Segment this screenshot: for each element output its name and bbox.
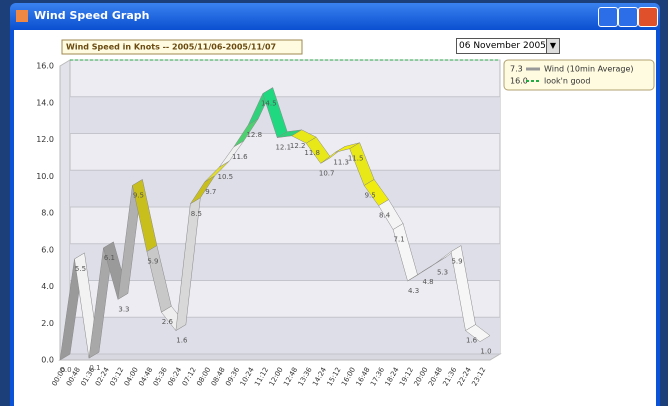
grid-band bbox=[70, 243, 500, 281]
chart-title-box bbox=[61, 39, 303, 55]
value-label: 10.7 bbox=[319, 169, 335, 177]
value-label: 11.8 bbox=[304, 149, 320, 157]
y-tick-label: 14.0 bbox=[36, 98, 54, 107]
value-label: 11.5 bbox=[348, 155, 364, 163]
minimize-button[interactable] bbox=[598, 7, 618, 27]
ribbon-segment bbox=[465, 324, 491, 342]
app-icon bbox=[16, 10, 28, 22]
value-label: 12.2 bbox=[290, 142, 306, 150]
close-button[interactable] bbox=[638, 7, 658, 27]
y-tick-label: 16.0 bbox=[36, 62, 54, 71]
grid-band bbox=[70, 317, 500, 354]
y-tick-label: 8.0 bbox=[41, 209, 54, 218]
value-label: 2.6 bbox=[162, 318, 174, 326]
window-title: Wind Speed Graph bbox=[34, 9, 150, 22]
legend-value: 7.3 bbox=[510, 65, 523, 74]
y-tick-label: 2.0 bbox=[41, 319, 54, 328]
plot-floor bbox=[58, 353, 502, 361]
dropdown-arrow[interactable]: ▼ bbox=[546, 39, 559, 53]
value-label: 14.5 bbox=[261, 100, 277, 108]
value-label: 4.8 bbox=[422, 278, 433, 286]
value-label: 11.3 bbox=[333, 158, 349, 166]
value-label: 1.6 bbox=[466, 337, 478, 345]
value-label: 12.8 bbox=[246, 131, 262, 139]
value-label: 6.1 bbox=[104, 254, 115, 262]
value-label: 7.1 bbox=[394, 236, 405, 244]
legend bbox=[503, 59, 655, 91]
value-label: 9.5 bbox=[133, 191, 144, 199]
value-label: 5.9 bbox=[147, 258, 158, 266]
value-label: 8.4 bbox=[379, 212, 391, 220]
x-tick-label: 23:12 bbox=[470, 366, 487, 387]
date-text: 06 November 2005 bbox=[459, 41, 546, 51]
value-label: 4.3 bbox=[408, 287, 419, 295]
y-tick-label: 6.0 bbox=[41, 245, 54, 254]
value-label: 12.1 bbox=[275, 144, 291, 152]
legend-label: Wind (10min Average) bbox=[544, 65, 634, 74]
value-label: 10.5 bbox=[218, 173, 234, 181]
y-tick-label: 0.0 bbox=[41, 356, 54, 365]
value-label: 0.0 bbox=[60, 366, 71, 374]
value-label: 0.1 bbox=[89, 364, 100, 372]
value-label: 1.6 bbox=[176, 337, 188, 345]
date-dropdown[interactable]: 06 November 2005 ▼ bbox=[456, 38, 560, 54]
value-label: 5.5 bbox=[75, 265, 86, 273]
value-label: 9.5 bbox=[365, 191, 376, 199]
value-label: 5.3 bbox=[437, 269, 448, 277]
chart-title: Wind Speed in Knots -- 2005/11/06-2005/1… bbox=[66, 43, 276, 52]
value-label: 1.0 bbox=[480, 348, 491, 356]
y-tick-label: 12.0 bbox=[36, 135, 54, 144]
title-bar: Wind Speed Graph bbox=[10, 3, 660, 30]
maximize-button[interactable] bbox=[618, 7, 638, 27]
legend-value: 16.0 bbox=[510, 77, 528, 86]
legend-label: look'n good bbox=[544, 77, 590, 86]
y-tick-label: 10.0 bbox=[36, 172, 54, 181]
y-tick-label: 4.0 bbox=[41, 282, 54, 291]
value-label: 3.3 bbox=[118, 305, 129, 313]
value-label: 8.5 bbox=[191, 210, 202, 218]
value-label: 5.9 bbox=[451, 258, 462, 266]
value-label: 9.7 bbox=[205, 188, 216, 196]
value-label: 11.6 bbox=[232, 153, 248, 161]
